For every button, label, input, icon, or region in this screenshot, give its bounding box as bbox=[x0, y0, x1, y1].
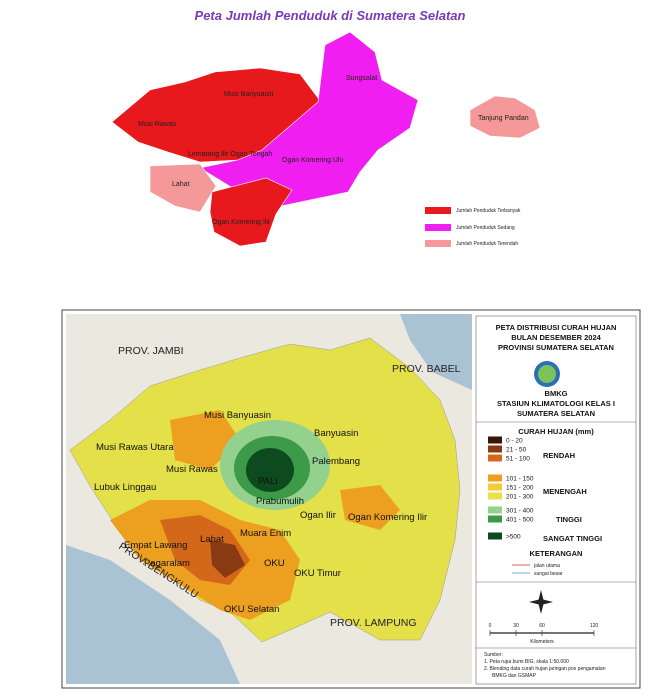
class-swatch bbox=[488, 532, 502, 540]
group-label: SANGAT TINGGI bbox=[543, 534, 602, 543]
region-label: OKU bbox=[264, 558, 285, 569]
class-label: 301 - 400 bbox=[506, 508, 534, 515]
region-label: Lubuk Linggau bbox=[94, 482, 156, 493]
region-label: Lahat bbox=[172, 181, 190, 188]
region-label: OKU Timur bbox=[294, 568, 341, 579]
legend-heading: BULAN DESEMBER 2024 bbox=[511, 333, 601, 342]
source: Sumber: bbox=[484, 652, 503, 658]
region-label: Musi Rawas bbox=[138, 121, 177, 128]
rain-zone bbox=[210, 540, 245, 578]
legend-label: Jumlah Penduduk Terendah bbox=[456, 241, 518, 247]
notes-title: KETERANGAN bbox=[530, 549, 583, 558]
legend-title: CURAH HUJAN (mm) bbox=[518, 427, 594, 436]
scale-tick-label: 30 bbox=[513, 623, 519, 629]
source: 1. Peta rupa bumi BIG, skala 1:50.000 bbox=[484, 659, 569, 665]
scale-tick-label: 0 bbox=[489, 623, 492, 629]
region-label: Ogan Ilir bbox=[300, 510, 336, 521]
region-label: Ogan Komering Ilir bbox=[348, 512, 427, 523]
region-label: Ogan Komering Ulu bbox=[282, 157, 344, 164]
logo bbox=[538, 365, 556, 383]
note: sungai besar bbox=[534, 571, 563, 577]
class-swatch bbox=[488, 492, 502, 500]
scale-bar: 0 30 60 120 Kilometers bbox=[489, 623, 599, 645]
class-label: 51 - 100 bbox=[506, 456, 530, 463]
region-label: Ogan Komering Ilir bbox=[212, 219, 271, 226]
source: 2. Blending data curah hujan jaringan po… bbox=[484, 666, 606, 672]
legend-swatch bbox=[425, 207, 451, 214]
group-label: RENDAH bbox=[543, 451, 575, 460]
group-label: MENENGAH bbox=[543, 487, 587, 496]
note: jalan utama bbox=[533, 563, 560, 569]
class-label: 101 - 150 bbox=[506, 476, 534, 483]
legend-label: Jumlah Penduduk Terbanyak bbox=[456, 208, 521, 214]
region-low bbox=[149, 163, 217, 213]
class-swatch bbox=[488, 454, 502, 462]
map-title: Peta Jumlah Penduduk di Sumatera Selatan bbox=[195, 8, 466, 23]
class-swatch bbox=[488, 436, 502, 444]
region-label: Empat Lawang bbox=[124, 540, 187, 551]
class-label: 151 - 200 bbox=[506, 485, 534, 492]
class-label: 21 - 50 bbox=[506, 447, 527, 454]
province-label: PROV. JAMBI bbox=[118, 345, 184, 357]
class-label: 201 - 300 bbox=[506, 494, 534, 501]
region-label: Palembang bbox=[312, 456, 360, 467]
province-label: PROV. BABEL bbox=[392, 363, 461, 375]
class-swatch bbox=[488, 506, 502, 514]
region-label: Lahat bbox=[200, 534, 224, 545]
region-label: Sungsalat bbox=[346, 75, 377, 82]
region-label: Musi Banyuasin bbox=[224, 91, 274, 98]
agency: BMKG bbox=[545, 389, 568, 398]
sea bbox=[66, 545, 240, 684]
rain-zone bbox=[246, 448, 294, 492]
region-label: Lematang Ilir Ogan Tengah bbox=[188, 151, 272, 158]
north-arrow bbox=[529, 599, 553, 605]
legend-heading: PETA DISTRIBUSI CURAH HUJAN bbox=[496, 323, 617, 332]
region-label: Muara Enim bbox=[240, 528, 291, 539]
group-label: TINGGI bbox=[556, 515, 582, 524]
class-swatch bbox=[488, 483, 502, 491]
region-label: Musi Rawas bbox=[166, 464, 218, 475]
station: SUMATERA SELATAN bbox=[517, 409, 595, 418]
class-label: >500 bbox=[506, 534, 521, 541]
region-label: Banyuasin bbox=[314, 428, 358, 439]
scale-tick-label: 120 bbox=[590, 623, 599, 629]
province-label: PROV. LAMPUNG bbox=[330, 617, 417, 629]
class-label: 0 - 20 bbox=[506, 438, 523, 445]
region-label: Pagaralam bbox=[144, 558, 190, 569]
legend-swatch bbox=[425, 224, 451, 231]
region-label: Tanjung Pandan bbox=[478, 115, 529, 122]
legend-heading: PROVINSI SUMATERA SELATAN bbox=[498, 343, 614, 352]
scale-unit: Kilometers bbox=[530, 639, 554, 645]
region-label: Prabumulih bbox=[256, 496, 304, 507]
scale-tick-label: 60 bbox=[539, 623, 545, 629]
class-label: 401 - 500 bbox=[506, 517, 534, 524]
population-regions bbox=[111, 31, 541, 247]
class-swatch bbox=[488, 474, 502, 482]
region-label: PALI bbox=[258, 476, 278, 487]
population-legend: Jumlah Penduduk Terbanyak Jumlah Pendudu… bbox=[425, 207, 521, 247]
region-mid bbox=[199, 31, 419, 211]
legend-swatch bbox=[425, 240, 451, 247]
region-label: Musi Banyuasin bbox=[204, 410, 271, 421]
sea bbox=[400, 314, 472, 390]
class-list: 0 - 20 21 - 50 51 - 100 101 - 150 151 - 200 2… bbox=[488, 436, 534, 541]
station: STASIUN KLIMATOLOGI KELAS I bbox=[497, 399, 615, 408]
source: BMKG dan GSMAP bbox=[492, 673, 537, 679]
region-label: OKU Selatan bbox=[224, 604, 279, 615]
legend-label: Jumlah Penduduk Sedang bbox=[456, 225, 515, 231]
class-swatch bbox=[488, 515, 502, 523]
class-swatch bbox=[488, 445, 502, 453]
region-high bbox=[209, 177, 293, 247]
rain-zone bbox=[340, 485, 400, 530]
island-low bbox=[469, 95, 541, 139]
region-label: Musi Rawas Utara bbox=[96, 442, 174, 453]
